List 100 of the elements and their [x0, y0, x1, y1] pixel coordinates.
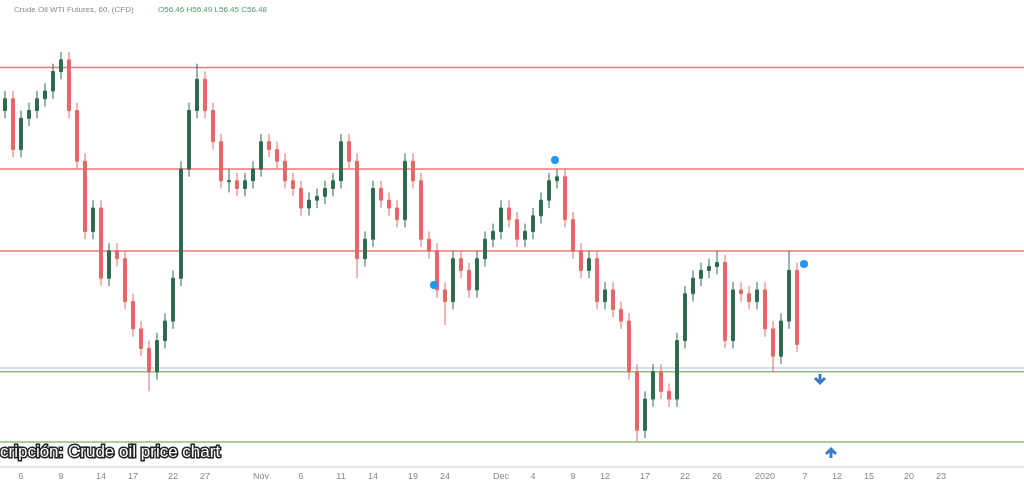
candlestick: [451, 250, 455, 310]
candlestick: [131, 293, 135, 338]
candlestick: [531, 207, 535, 240]
x-tick-label: 15: [863, 471, 875, 481]
candlestick: [699, 262, 703, 287]
candlestick: [195, 63, 199, 119]
x-tick-label: 27: [199, 471, 211, 481]
x-tick-label: Dec: [492, 471, 510, 481]
candlestick: [619, 301, 623, 330]
candlestick: [27, 102, 31, 127]
candlestick: [731, 281, 735, 349]
x-tick-label: 14: [95, 471, 107, 481]
candlestick: [523, 223, 527, 248]
candlestick: [123, 250, 127, 310]
candlestick: [755, 281, 759, 310]
candlestick: [627, 312, 631, 381]
x-tick-label: 17: [127, 471, 139, 481]
candlestick: [243, 172, 247, 197]
x-tick-label: 26: [711, 471, 723, 481]
candlestick: [395, 199, 399, 228]
x-tick-label: 9: [58, 471, 64, 481]
candlestick: [555, 168, 559, 189]
candlestick: [19, 110, 23, 158]
candlestick: [635, 363, 639, 443]
x-tick-label: 4: [530, 471, 536, 481]
candlestick: [771, 320, 775, 373]
candlestick: [667, 383, 671, 408]
x-tick-label: 12: [831, 471, 843, 481]
x-tick-label: 22: [679, 471, 691, 481]
candlestick: [139, 320, 143, 357]
candlestick: [35, 90, 39, 119]
candlestick: [339, 133, 343, 189]
x-tick-label: Nov: [252, 471, 270, 481]
candlestick: [595, 250, 599, 310]
candlestick: [707, 258, 711, 279]
candlestick: [259, 133, 263, 178]
candlestick: [603, 281, 607, 310]
candlestick: [291, 172, 295, 197]
candlestick: [355, 152, 359, 279]
candlestick: [251, 160, 255, 189]
candlestick: [115, 242, 119, 267]
candlestick: [347, 133, 351, 170]
candlestick: [571, 211, 575, 260]
x-tick-label: 6: [298, 471, 304, 481]
candlestick: [83, 152, 87, 240]
candlestick: [163, 312, 167, 349]
x-tick-label: 6: [18, 471, 24, 481]
candlestick: [739, 281, 743, 303]
candlestick: [691, 269, 695, 303]
candlestick: [283, 152, 287, 189]
candlestick: [51, 63, 55, 100]
candlestick: [91, 199, 95, 240]
candlestick: [11, 90, 15, 158]
candlestick: [539, 191, 543, 225]
candlestick: [315, 188, 319, 209]
candlestick: [299, 180, 303, 217]
candlestick: [643, 390, 647, 439]
x-tick-label: 7: [802, 471, 808, 481]
x-tick-label: 12: [599, 471, 611, 481]
candlestick: [179, 160, 183, 287]
candlestick: [499, 199, 503, 240]
chart-subtitle: O56.46 H56.49 L56.45 C56.48: [158, 5, 268, 14]
x-tick-label: 22: [167, 471, 179, 481]
candlestick: [659, 363, 663, 400]
candlestick: [219, 133, 223, 189]
x-tick-label: 23: [935, 471, 947, 481]
candlestick: [147, 340, 151, 392]
annotation: cripción: Crude oil price chart: [0, 442, 221, 461]
candlestick: [267, 133, 271, 158]
candlestick: [483, 230, 487, 267]
x-tick-label: 9: [570, 471, 576, 481]
candlestick: [443, 281, 447, 326]
x-tick-label: 20: [903, 471, 915, 481]
candlestick: [763, 281, 767, 338]
candlestick: [411, 152, 415, 189]
candlestick: [723, 254, 727, 349]
candlestick: [307, 191, 311, 217]
candlestick: [211, 102, 215, 150]
candlestick: [507, 199, 511, 228]
x-tick-label: 24: [439, 471, 451, 481]
candlestick: [403, 152, 407, 228]
candlestick: [547, 172, 551, 209]
candlestick: [187, 102, 191, 178]
candlestick: [59, 51, 63, 80]
candlestick: [579, 242, 583, 279]
candlestick: [675, 332, 679, 408]
candlestick: [171, 269, 175, 330]
candlestick: [427, 230, 431, 260]
candlestick: [379, 180, 383, 209]
candlestick: [203, 71, 207, 119]
candlestick: [43, 82, 47, 108]
candlestick: [491, 223, 495, 248]
candlestick: [3, 90, 7, 119]
candlestick: [459, 250, 463, 279]
candlestick: [475, 250, 479, 299]
candlestick: [683, 285, 687, 349]
candlestick: [467, 262, 471, 299]
candlestick: [387, 191, 391, 217]
candlestick: [515, 211, 519, 248]
candlestick: [787, 250, 791, 330]
